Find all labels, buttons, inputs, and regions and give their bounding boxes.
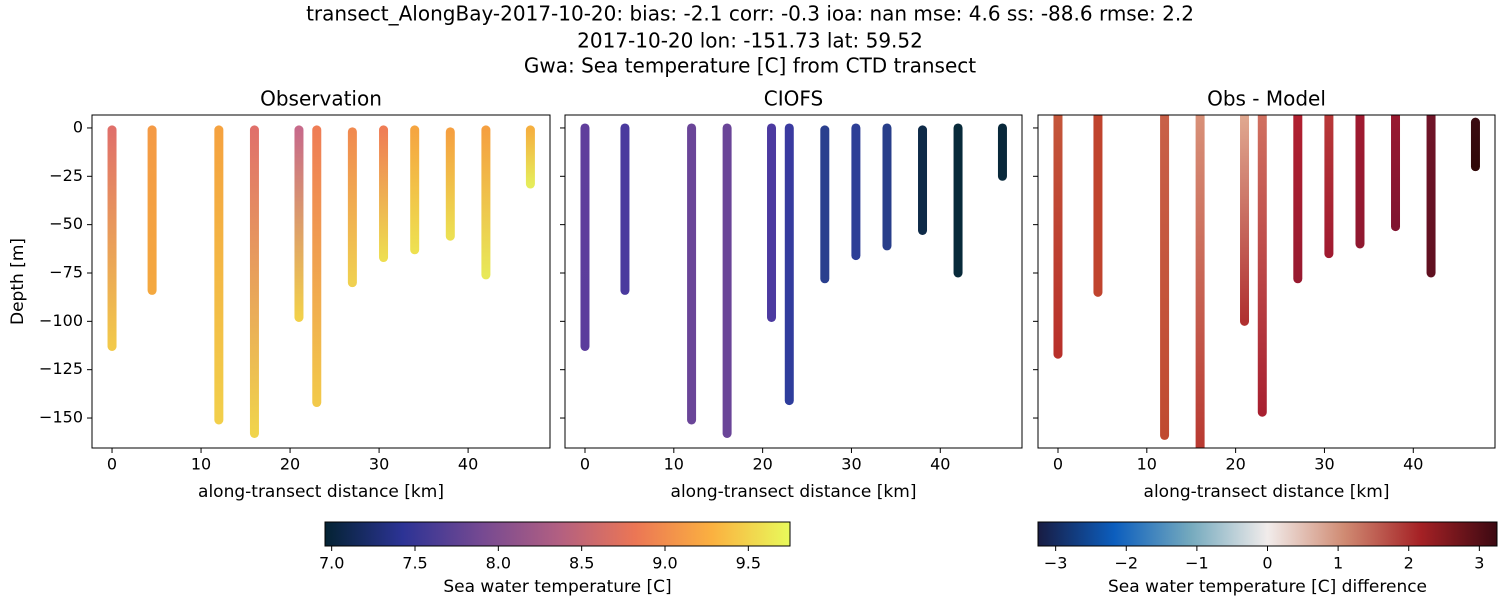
x-tick-label: 30 xyxy=(841,455,861,474)
x-tick-label: 10 xyxy=(191,455,211,474)
colorbar-tick-label: 9.5 xyxy=(736,554,761,573)
x-tick-label: 10 xyxy=(1137,455,1157,474)
plot-area xyxy=(1053,115,1480,448)
colorbar-tick-label: 9.0 xyxy=(652,554,677,573)
panel-title: CIOFS xyxy=(764,87,823,111)
x-tick-label: 20 xyxy=(752,455,772,474)
x-tick-label: 20 xyxy=(1225,455,1245,474)
title-line: transect_AlongBay-2017-10-20: bias: -2.1… xyxy=(306,2,1194,26)
x-tick-label: 40 xyxy=(930,455,950,474)
axes-frame xyxy=(1037,114,1496,449)
colorbar xyxy=(1037,521,1498,547)
x-tick-label: 0 xyxy=(1053,455,1063,474)
x-tick-label: 10 xyxy=(664,455,684,474)
colorbar-tick-label: −1 xyxy=(1185,554,1209,573)
colorbar-tick-label: 8.5 xyxy=(569,554,594,573)
y-tick-label: −25 xyxy=(49,166,83,185)
title-line: Gwa: Sea temperature [C] from CTD transe… xyxy=(524,54,976,78)
x-axis-label: along-transect distance [km] xyxy=(198,482,444,502)
title-line: 2017-10-20 lon: -151.73 lat: 59.52 xyxy=(577,29,923,53)
x-tick-label: 30 xyxy=(369,455,389,474)
x-tick-label: 20 xyxy=(280,455,300,474)
panel-title: Obs - Model xyxy=(1207,87,1326,111)
colorbar-tick-label: 8.0 xyxy=(486,554,511,573)
x-axis-label: along-transect distance [km] xyxy=(1144,482,1390,502)
x-axis-label: along-transect distance [km] xyxy=(671,482,917,502)
y-tick-label: −75 xyxy=(49,262,83,281)
colorbar-tick-label: 1 xyxy=(1333,554,1343,573)
colorbar-label: Sea water temperature [C] xyxy=(443,577,671,597)
x-tick-label: 30 xyxy=(1314,455,1334,474)
colorbar xyxy=(324,521,791,547)
colorbar-tick-label: −3 xyxy=(1044,554,1068,573)
colorbar-tick-label: 3 xyxy=(1474,554,1484,573)
colorbar-tick-label: 7.5 xyxy=(402,554,427,573)
colorbar-tick-label: 0 xyxy=(1262,554,1272,573)
x-tick-label: 40 xyxy=(1403,455,1423,474)
plot-area xyxy=(580,123,1007,438)
x-tick-label: 40 xyxy=(458,455,478,474)
y-tick-label: −100 xyxy=(39,311,83,330)
y-tick-label: −50 xyxy=(49,214,83,233)
plot-area xyxy=(107,125,535,438)
x-tick-label: 0 xyxy=(107,455,117,474)
colorbar-label: Sea water temperature [C] difference xyxy=(1108,577,1427,597)
panel-title: Observation xyxy=(260,87,382,111)
colorbar-tick-label: 7.0 xyxy=(319,554,344,573)
y-tick-label: 0 xyxy=(73,117,83,136)
y-tick-label: −125 xyxy=(39,359,83,378)
y-axis-label: Depth [m] xyxy=(8,238,28,325)
y-tick-label: −150 xyxy=(39,408,83,427)
colorbar-tick-label: 2 xyxy=(1404,554,1414,573)
x-tick-label: 0 xyxy=(580,455,590,474)
colorbar-tick-label: −2 xyxy=(1114,554,1138,573)
axes-frame xyxy=(91,114,551,449)
axes-frame xyxy=(564,114,1023,449)
